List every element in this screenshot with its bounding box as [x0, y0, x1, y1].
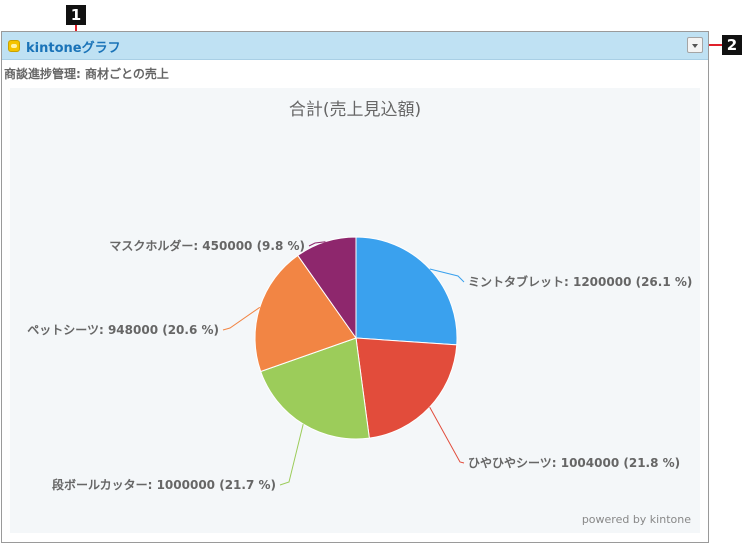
pie-slice-label: マスクホルダー: 450000 (9.8 %)	[109, 238, 305, 253]
kintone-graph-widget: kintoneグラフ 商談進捗管理: 商材ごとの売上 合計(売上見込額) ミント…	[1, 31, 709, 543]
pie-slice-label: 段ボールカッター: 1000000 (21.7 %)	[52, 477, 276, 492]
graph-subtitle: 商談進捗管理: 商材ごとの売上	[4, 67, 169, 81]
chart-area: 合計(売上見込額) ミントタブレット: 1200000 (26.1 %) ひやひや…	[10, 88, 700, 533]
widget-titlebar: kintoneグラフ	[2, 32, 708, 60]
pie-label-connector	[429, 406, 465, 464]
pie-label-connector	[308, 241, 326, 247]
widget-menu-button[interactable]	[687, 37, 703, 53]
pie-slice[interactable]	[355, 337, 458, 439]
callout-2-line	[702, 44, 724, 46]
pie-slice[interactable]	[355, 236, 458, 346]
pie-label-connector	[279, 423, 304, 486]
pie-slice[interactable]	[254, 254, 357, 373]
pie-slice-label: ひやひやシーツ: 1004000 (21.8 %)	[468, 456, 680, 470]
kintone-app-icon	[8, 40, 20, 52]
powered-by-label: powered by kintone	[581, 513, 691, 526]
chevron-down-icon	[692, 44, 698, 48]
callout-2-badge: 2	[722, 35, 742, 55]
callout-1-badge: 1	[66, 5, 86, 25]
pie-slice[interactable]	[260, 337, 370, 440]
pie-slice-label: ミントタブレット: 1200000 (26.1 %)	[468, 274, 692, 289]
pie-chart: ミントタブレット: 1200000 (26.1 %) ひやひやシーツ: 10040…	[27, 236, 692, 492]
pie-slice-label: ペットシーツ: 948000 (20.6 %)	[27, 323, 219, 337]
pie-label-connector	[429, 268, 465, 283]
pie-label-connector	[222, 306, 261, 331]
chart-title: 合計(売上見込額)	[288, 100, 422, 120]
widget-title-link[interactable]: kintoneグラフ	[26, 41, 121, 56]
